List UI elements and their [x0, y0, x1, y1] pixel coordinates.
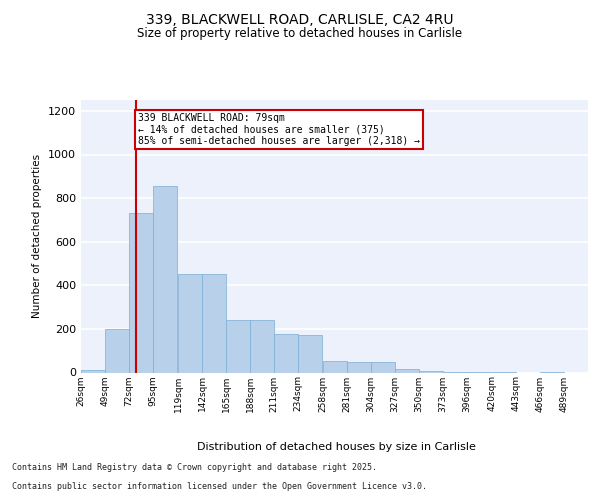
Bar	[226, 320, 250, 372]
Bar	[323, 360, 347, 372]
Bar	[347, 362, 371, 372]
Bar	[82, 370, 104, 372]
Text: Contains public sector information licensed under the Open Government Licence v3: Contains public sector information licen…	[12, 482, 427, 491]
Y-axis label: Number of detached properties: Number of detached properties	[32, 154, 43, 318]
Bar	[298, 336, 322, 372]
Bar	[106, 329, 128, 372]
Bar	[130, 214, 152, 372]
Text: Distribution of detached houses by size in Carlisle: Distribution of detached houses by size …	[197, 442, 475, 452]
Bar	[250, 320, 274, 372]
Text: Contains HM Land Registry data © Crown copyright and database right 2025.: Contains HM Land Registry data © Crown c…	[12, 464, 377, 472]
Bar	[395, 369, 419, 372]
Bar	[202, 274, 226, 372]
Bar	[274, 334, 298, 372]
Text: 339 BLACKWELL ROAD: 79sqm
← 14% of detached houses are smaller (375)
85% of semi: 339 BLACKWELL ROAD: 79sqm ← 14% of detac…	[139, 113, 421, 146]
Bar	[154, 186, 176, 372]
Text: 339, BLACKWELL ROAD, CARLISLE, CA2 4RU: 339, BLACKWELL ROAD, CARLISLE, CA2 4RU	[146, 12, 454, 26]
Text: Size of property relative to detached houses in Carlisle: Size of property relative to detached ho…	[137, 28, 463, 40]
Bar	[371, 362, 395, 372]
Bar	[178, 274, 202, 372]
